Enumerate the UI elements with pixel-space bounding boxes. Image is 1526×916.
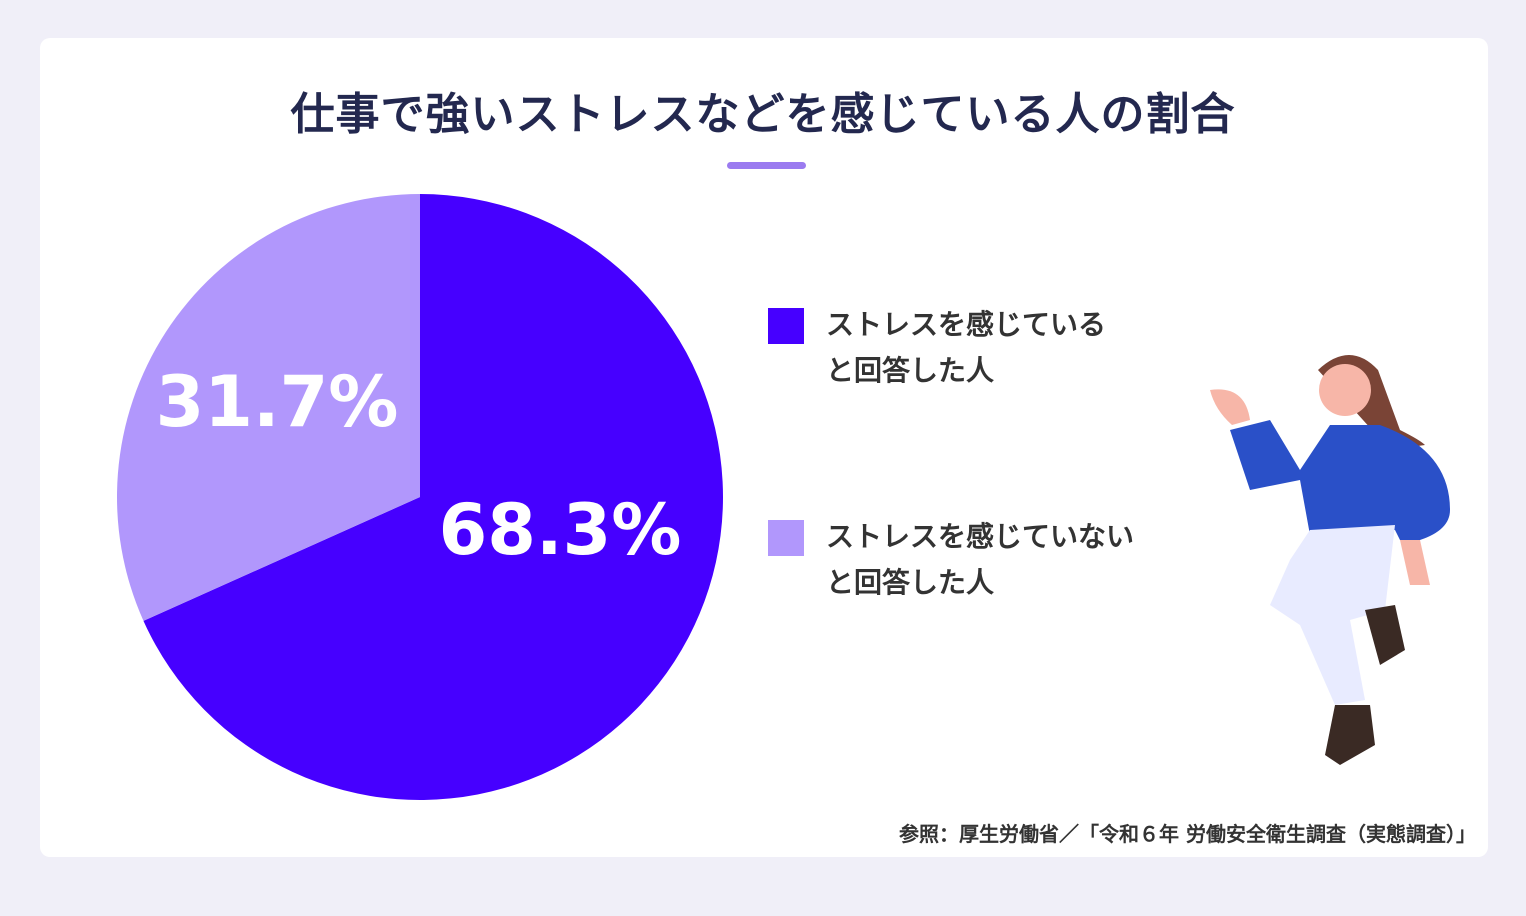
- legend-swatch: [768, 308, 804, 344]
- title-underline: [727, 162, 806, 169]
- illustration: [1210, 355, 1450, 765]
- legend-label: ストレスを感じている と回答した人: [826, 308, 1107, 387]
- chart-title: 仕事で強いストレスなどを感じている人の割合: [290, 89, 1236, 140]
- legend-swatch: [768, 520, 804, 556]
- slice-label: 68.3%: [439, 489, 682, 571]
- source-note: 参照：厚生労働省／「令和６年 労働安全衛生調査（実態調査）」: [899, 822, 1476, 846]
- pie-slice: [116, 194, 421, 621]
- slice-label: 31.7%: [156, 361, 399, 443]
- pie-slice: [143, 194, 723, 800]
- legend-label: ストレスを感じていない と回答した人: [826, 520, 1135, 599]
